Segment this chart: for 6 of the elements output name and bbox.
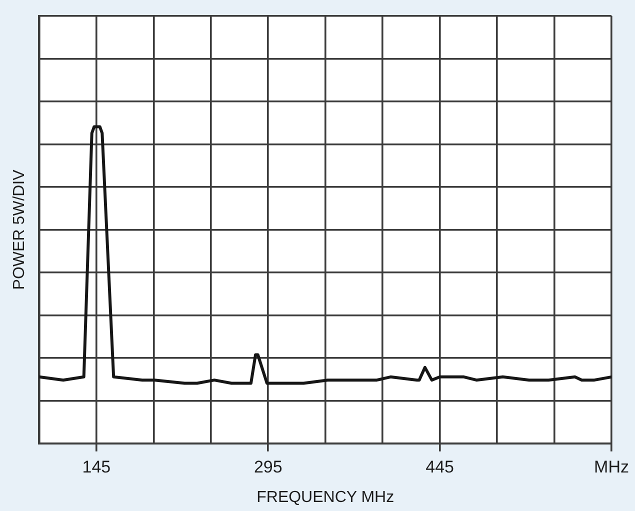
y-axis-title: POWER 5W/DIV <box>11 169 28 290</box>
x-axis-title: FREQUENCY MHz <box>256 488 394 506</box>
x-tick-label: 445 <box>426 457 454 476</box>
x-tick-label: 145 <box>82 457 111 476</box>
x-tick-label: 295 <box>254 457 282 476</box>
x-tick-label: MHz <box>594 457 630 476</box>
